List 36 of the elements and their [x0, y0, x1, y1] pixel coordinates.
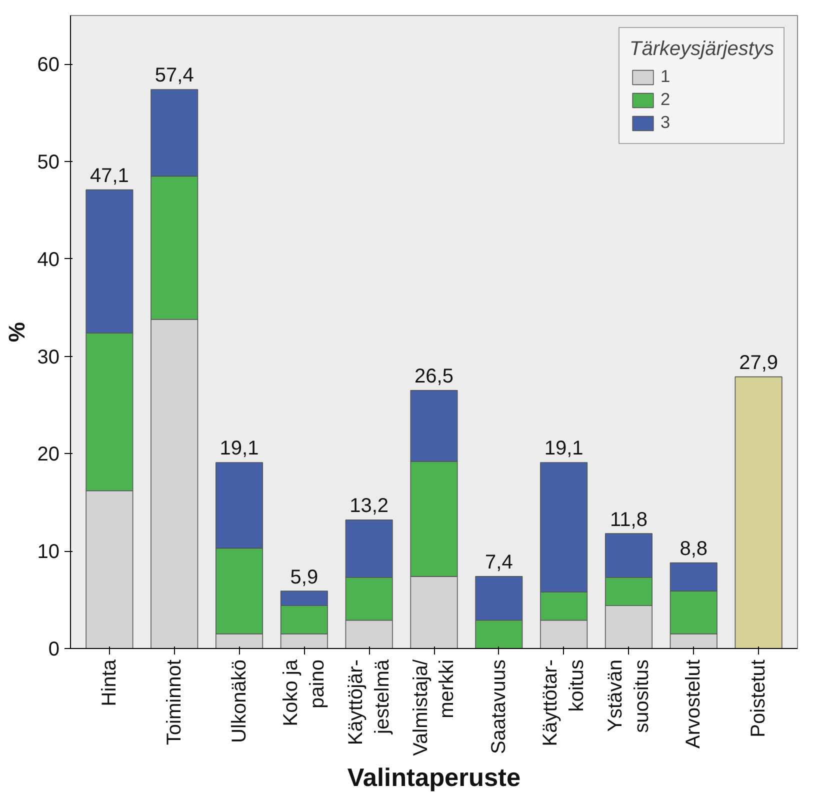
y-tick-label: 50	[37, 152, 60, 174]
y-tick-label: 40	[37, 248, 60, 271]
x-tick-label: Käyttötar- koitus	[540, 659, 588, 746]
total-label: 11,8	[610, 508, 648, 531]
total-label: 27,9	[739, 352, 778, 374]
x-tick-label: Ulkonäkö	[228, 659, 250, 743]
bar	[734, 376, 782, 648]
x-tick-label: Toiminnot	[163, 659, 186, 746]
y-tick-label: 0	[48, 638, 60, 660]
x-tick-label: Hinta	[98, 658, 120, 706]
legend-label: 2	[660, 89, 672, 110]
y-tick-label: 20	[37, 444, 60, 466]
x-tick-label: Käyttöjär- jestelmä	[344, 658, 394, 746]
legend-label: 1	[660, 66, 672, 87]
y-tick-label: 10	[37, 541, 60, 564]
legend-label: 3	[660, 112, 672, 133]
total-label: 19,1	[544, 438, 584, 460]
x-tick-label: Arvostelut	[682, 659, 705, 748]
total-label: 13,2	[350, 495, 389, 518]
total-label: 8,8	[680, 538, 708, 560]
total-label: 7,4	[485, 552, 513, 574]
x-tick-label: Koko ja paino	[280, 658, 328, 726]
x-axis-title: Valintaperuste	[347, 764, 521, 792]
x-tick-label: Saatavuus	[488, 659, 510, 754]
y-tick-label: 60	[37, 54, 60, 76]
total-label: 26,5	[414, 366, 454, 388]
x-tick-label: Ystävän suositus	[604, 659, 653, 733]
total-label: 19,1	[220, 438, 259, 460]
legend-title: Tärkeysjärjestys	[630, 38, 774, 61]
x-tick-label: Valmistaja/ merkki	[410, 659, 458, 756]
y-tick-label: 30	[37, 346, 60, 368]
x-tick-label: Poistetut	[748, 659, 770, 738]
y-axis-title: %	[3, 322, 30, 342]
total-label: 5,9	[290, 566, 318, 588]
total-label: 47,1	[90, 165, 129, 188]
total-label: 57,4	[154, 64, 194, 87]
